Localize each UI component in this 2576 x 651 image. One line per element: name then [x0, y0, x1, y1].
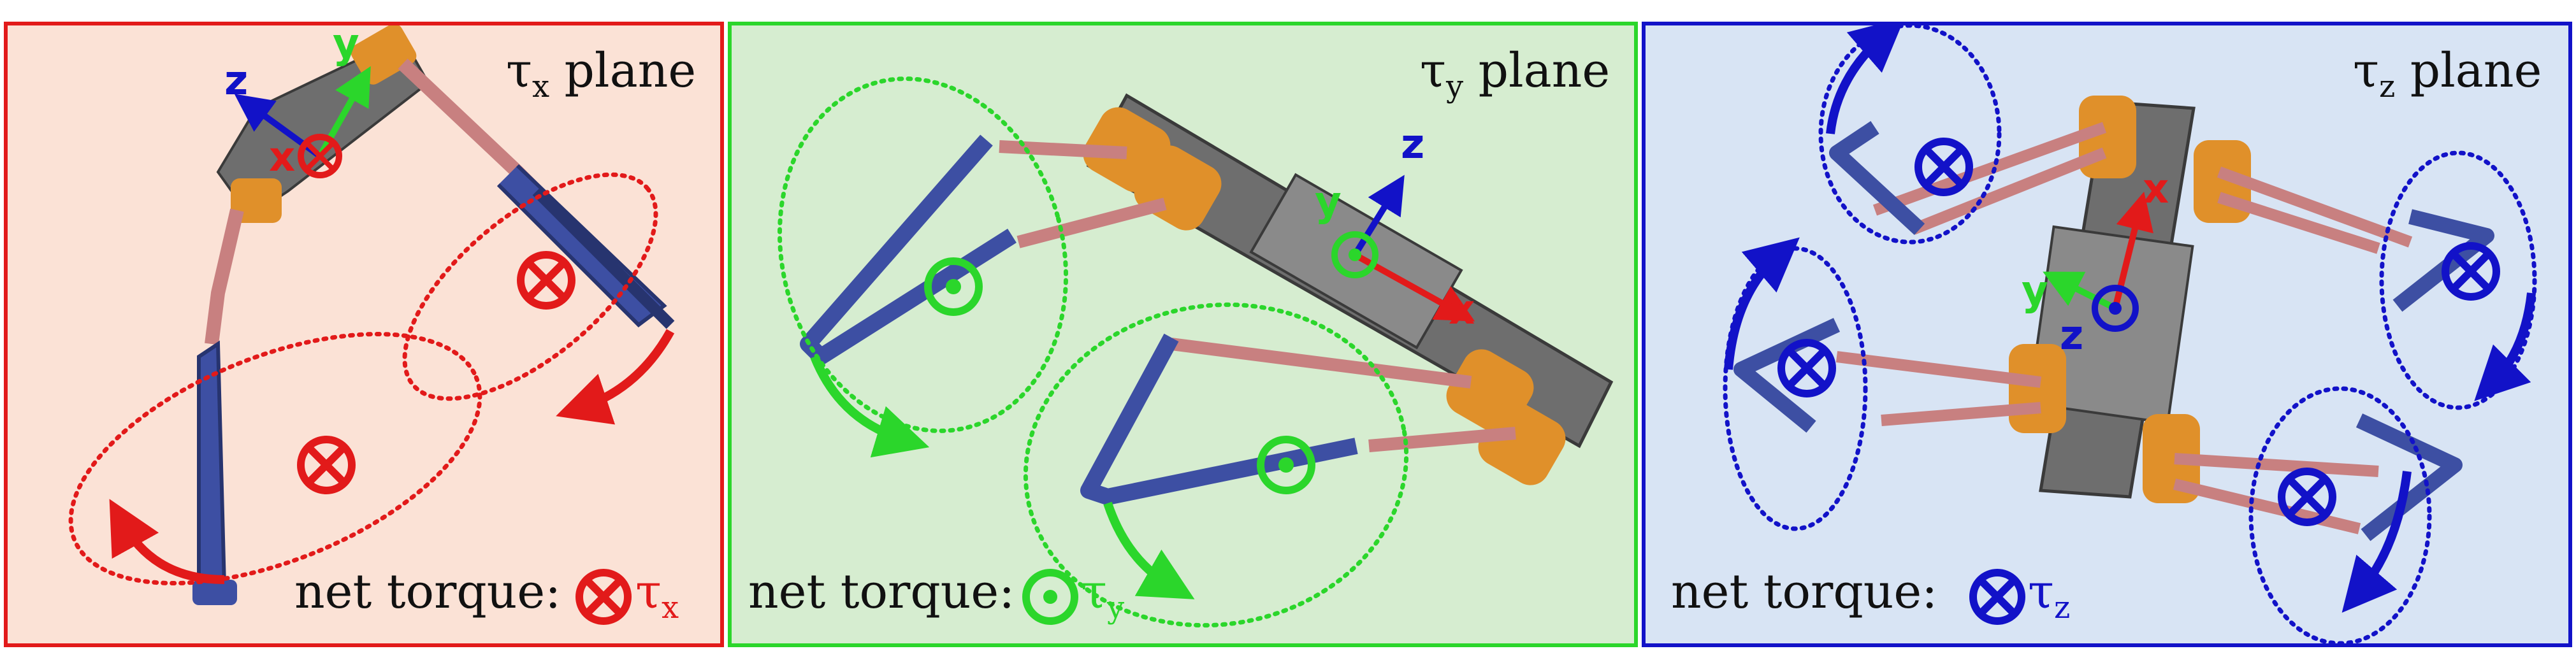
rotation-arrow — [109, 499, 225, 584]
rotation-ellipse — [2379, 150, 2537, 410]
link — [1170, 338, 1516, 452]
tau-z-panel: x y z τz plane net torque: τz — [1642, 22, 2572, 647]
robot-body — [1083, 93, 1614, 485]
tau-x-illustration — [68, 25, 675, 625]
net-torque-symbol — [1022, 569, 1078, 625]
axis-label-y: y — [2022, 268, 2048, 315]
tau-z-illustration — [1723, 25, 2537, 643]
into-page-symbol — [517, 251, 575, 310]
axis-label-y: y — [333, 22, 359, 68]
plane-label: τz plane — [2353, 43, 2542, 104]
axis-label-z: z — [1401, 121, 1425, 168]
rotation-arrow — [1103, 501, 1195, 599]
coordinate-frame — [234, 66, 371, 178]
axis-label-y: y — [1315, 178, 1342, 225]
rotation-ellipse — [1023, 302, 1409, 628]
leg — [1080, 333, 1358, 505]
into-page-symbol — [2442, 242, 2500, 301]
net-torque-tau: τy — [1081, 564, 1125, 626]
plane-label: τx plane — [506, 43, 697, 104]
net-torque-tau: τx — [635, 564, 679, 626]
rotation-ellipse — [402, 172, 658, 401]
into-page-symbol — [1777, 339, 1836, 397]
net-torque-tau: τz — [2028, 564, 2071, 626]
leg — [1829, 121, 1925, 235]
coordinate-frame — [2043, 191, 2153, 332]
leg — [532, 187, 675, 329]
rotation-arrow — [1724, 237, 1800, 370]
into-page-symbol — [297, 436, 356, 494]
robot-body — [216, 25, 430, 223]
plane-label: τy plane — [1420, 43, 1610, 104]
net-torque-symbol — [1969, 569, 2025, 625]
axis-label-x: x — [269, 134, 296, 181]
into-page-symbol — [1914, 138, 1973, 196]
link — [2217, 166, 2413, 254]
net-torque-label: net torque: — [748, 564, 1015, 619]
net-torque-symbol — [575, 569, 632, 625]
coordinate-frame — [1331, 175, 1475, 322]
rotation-arrow — [556, 329, 675, 425]
rotation-arrow — [810, 355, 930, 458]
link — [999, 140, 1167, 248]
leg — [800, 134, 1017, 365]
tau-x-panel: z y x τx plane net torque: τx — [4, 22, 724, 647]
tau-y-panel: z y x τy plane net torque: τy — [728, 22, 1638, 647]
foot — [192, 580, 237, 605]
rotation-arrow — [2474, 292, 2536, 401]
rotation-ellipse — [777, 76, 1069, 433]
into-page-symbol — [2278, 468, 2336, 526]
rotation-arrow — [1826, 25, 1905, 134]
net-torque-label: net torque: — [1671, 564, 1938, 619]
rotation-ellipse — [1818, 25, 2002, 245]
out-of-page-symbol — [1257, 436, 1315, 494]
link — [205, 208, 244, 345]
out-of-page-symbol — [924, 257, 983, 316]
tau-y-illustration — [777, 76, 1614, 628]
axis-label-x: x — [2143, 166, 2169, 213]
axis-label-z: z — [224, 57, 249, 104]
rotation-arrow — [2341, 471, 2412, 613]
leg — [1733, 318, 1841, 433]
link — [1835, 351, 2042, 426]
leg — [2392, 209, 2494, 312]
net-torque-label: net torque: — [294, 564, 561, 619]
axis-label-z: z — [2060, 312, 2084, 359]
link — [1872, 122, 2107, 235]
leg — [197, 340, 227, 588]
axis-label-x: x — [1449, 287, 1475, 334]
link — [2173, 453, 2379, 534]
rotation-ellipse — [68, 331, 482, 586]
rotation-ellipse — [2248, 386, 2432, 643]
